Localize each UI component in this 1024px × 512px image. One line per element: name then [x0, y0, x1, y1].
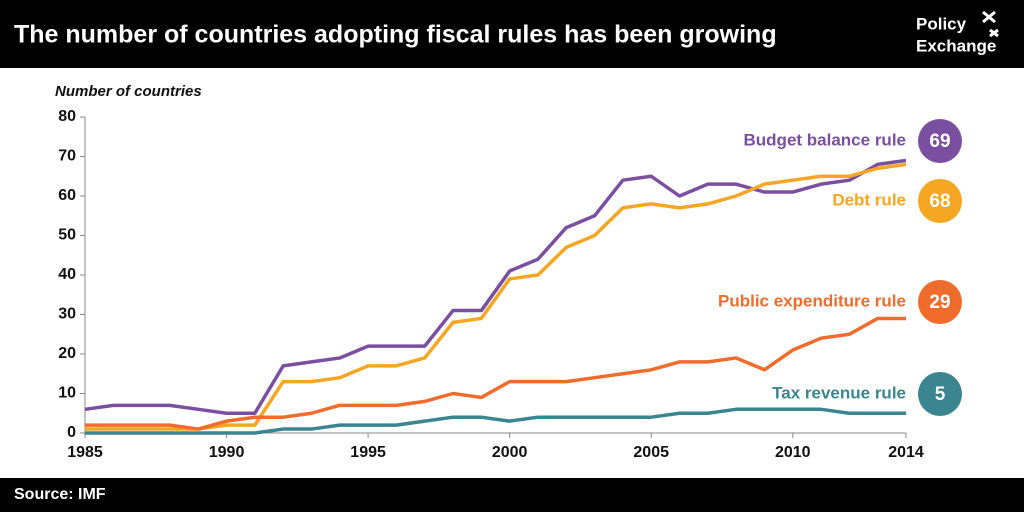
source: Source: IMF	[14, 486, 106, 503]
y-tick-label: 0	[67, 424, 76, 441]
x-tick-label: 1985	[67, 444, 103, 461]
y-axis-label: Number of countries	[55, 83, 202, 100]
chart-title: The number of countries adopting fiscal …	[14, 21, 777, 49]
end-value-label: 69	[929, 131, 950, 152]
y-tick-label: 80	[58, 108, 76, 125]
logo-text: Policy	[916, 14, 967, 33]
x-tick-label: 2010	[775, 444, 811, 461]
series-line	[85, 162, 907, 431]
y-tick-label: 40	[58, 266, 76, 283]
series-line	[85, 316, 906, 431]
x-tick-label: 1990	[209, 444, 245, 461]
y-tick-label: 50	[58, 227, 76, 244]
y-tick-label: 60	[58, 187, 76, 204]
series-line	[85, 407, 906, 435]
end-value-label: 5	[935, 384, 946, 405]
end-value-label: 29	[929, 292, 950, 313]
end-badge	[918, 372, 962, 416]
footer-bar	[0, 478, 1024, 512]
y-tick-label: 10	[58, 385, 76, 402]
end-badge	[918, 119, 962, 163]
logo-text: Exchange	[916, 36, 996, 55]
legend-label: Budget balance rule	[744, 130, 906, 149]
end-badge	[918, 280, 962, 324]
series-line	[84, 158, 907, 415]
y-tick-label: 30	[58, 306, 76, 323]
x-tick-label: 1995	[350, 444, 386, 461]
end-value-label: 68	[929, 191, 950, 212]
end-badge	[918, 179, 962, 223]
legend-label: Tax revenue rule	[772, 383, 906, 402]
y-tick-label: 70	[58, 148, 76, 165]
legend-label: Public expenditure rule	[718, 291, 906, 310]
logo-icon	[982, 10, 999, 38]
y-tick-label: 20	[58, 345, 76, 362]
x-tick-label: 2014	[888, 444, 924, 461]
x-tick-label: 2005	[633, 444, 669, 461]
legend-label: Debt rule	[832, 190, 906, 209]
header-bar	[0, 0, 1024, 68]
x-tick-label: 2000	[492, 444, 528, 461]
